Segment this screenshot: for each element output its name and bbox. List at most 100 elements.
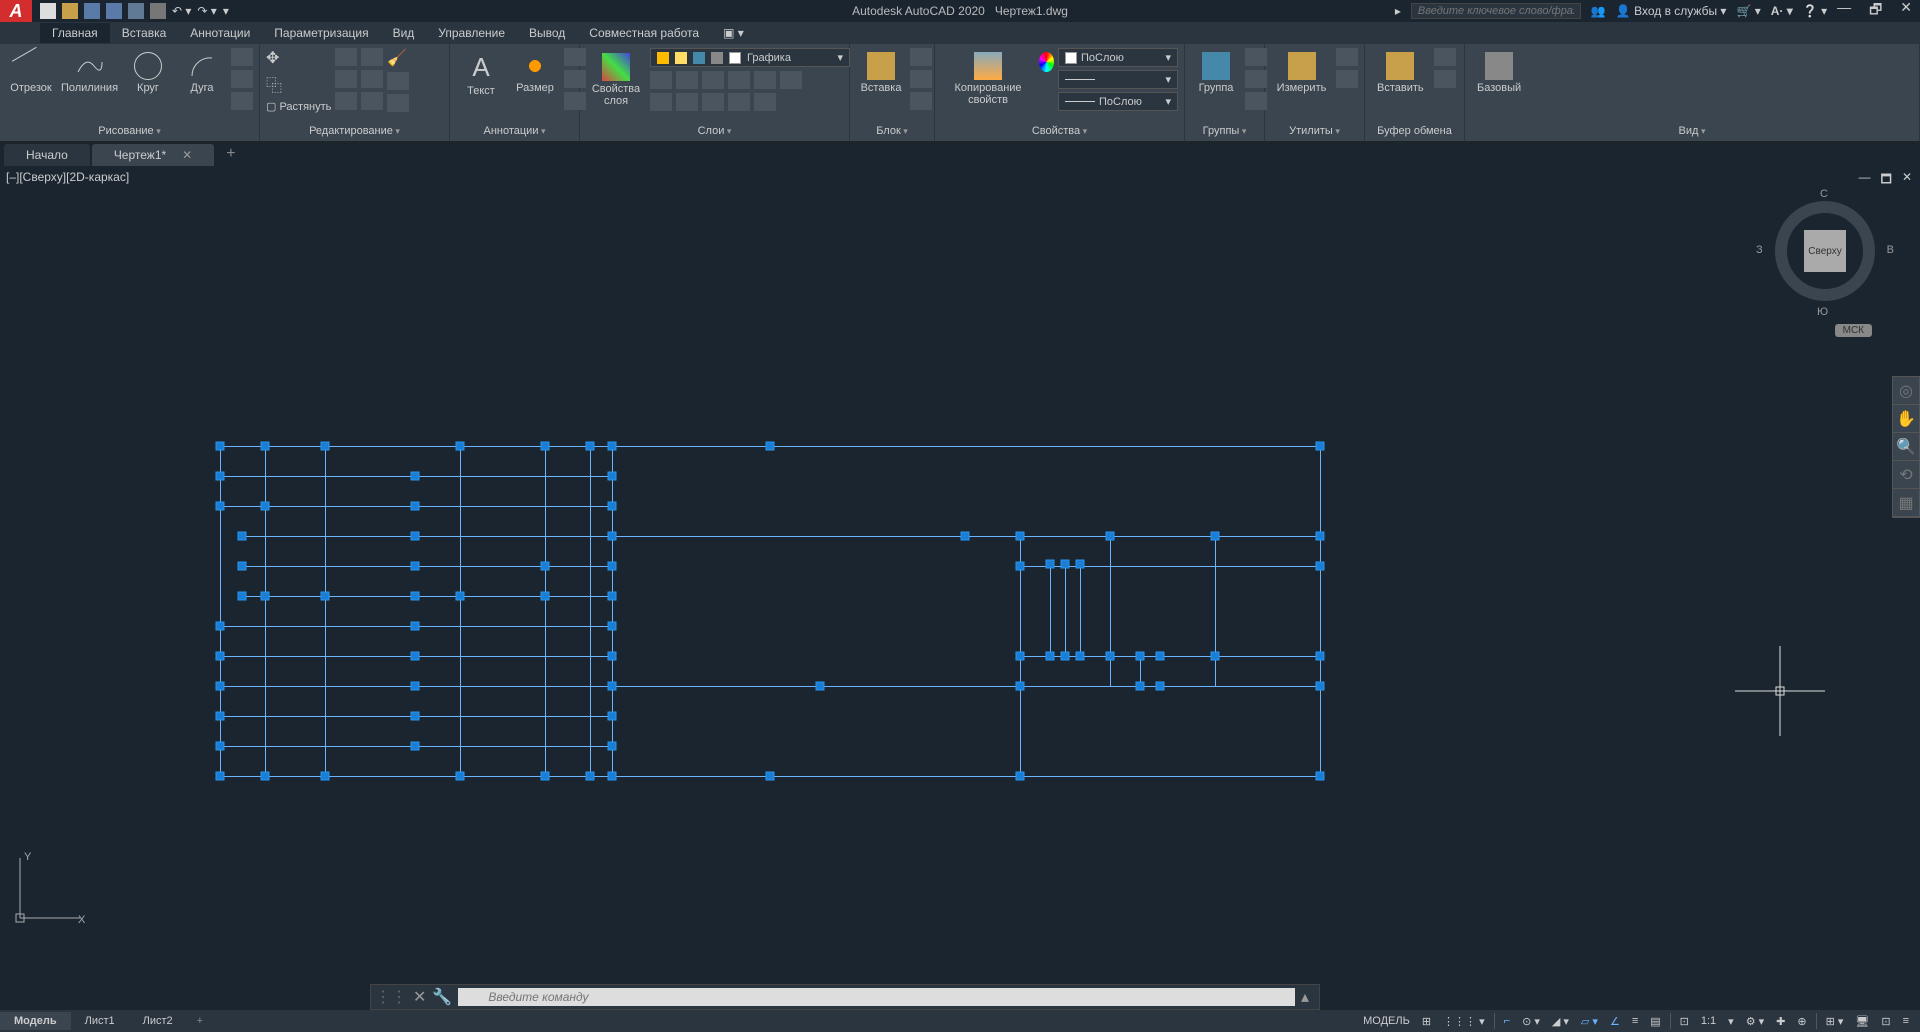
- util-tool-1[interactable]: [1336, 48, 1358, 66]
- status-transp-icon[interactable]: ▤: [1645, 1013, 1665, 1030]
- ellipse-icon[interactable]: [231, 92, 253, 110]
- scale-icon[interactable]: [335, 92, 357, 110]
- layer-tool-7[interactable]: [650, 93, 672, 111]
- move-icon[interactable]: ✥: [266, 48, 331, 68]
- color-combo[interactable]: ПоСлою▾: [1058, 48, 1178, 67]
- mirror-icon[interactable]: [335, 70, 357, 88]
- command-input[interactable]: [458, 988, 1295, 1006]
- new-icon[interactable]: [40, 3, 56, 19]
- status-model-button[interactable]: МОДЕЛЬ: [1358, 1013, 1415, 1029]
- panel-view-title[interactable]: Вид: [1469, 123, 1915, 139]
- copy-icon[interactable]: ⿻: [266, 72, 331, 96]
- erase-icon[interactable]: 🧹: [387, 48, 409, 68]
- status-lwt-icon[interactable]: ≡: [1627, 1013, 1643, 1029]
- arc-button[interactable]: Дуга: [177, 48, 227, 98]
- tab-manage[interactable]: Управление: [426, 23, 517, 43]
- tab-output[interactable]: Вывод: [517, 23, 577, 43]
- panel-annotation-title[interactable]: Аннотации: [454, 123, 575, 139]
- layer-tool-9[interactable]: [702, 93, 724, 111]
- layer-props-button[interactable]: Свойства слоя: [586, 49, 646, 111]
- layer-tool-10[interactable]: [728, 93, 750, 111]
- status-customize-icon[interactable]: ≡: [1898, 1013, 1914, 1029]
- file-tab-start[interactable]: Начало: [4, 144, 90, 166]
- status-otrack-icon[interactable]: ∠: [1605, 1013, 1625, 1030]
- layer-tool-3[interactable]: [702, 71, 724, 89]
- status-osnap-icon[interactable]: ▱ ▾: [1576, 1013, 1603, 1030]
- file-tab-close-icon[interactable]: ✕: [182, 148, 192, 162]
- block-tool-1[interactable]: [910, 48, 932, 66]
- status-cycling-icon[interactable]: ⊡: [1675, 1013, 1694, 1030]
- layer-combo[interactable]: Графика ▾: [650, 48, 850, 67]
- tab-collab[interactable]: Совместная работа: [577, 23, 711, 43]
- text-button[interactable]: AТекст: [456, 48, 506, 101]
- color-wheel-icon[interactable]: [1039, 52, 1054, 72]
- qat-dropdown-icon[interactable]: ▾: [223, 4, 229, 18]
- ucs-icon[interactable]: Y X: [10, 848, 90, 928]
- help-icon[interactable]: ❔ ▾: [1803, 4, 1827, 18]
- dimension-button[interactable]: Размер: [510, 48, 560, 98]
- group-button[interactable]: Группа: [1191, 48, 1241, 98]
- tab-insert[interactable]: Вставка: [110, 23, 179, 43]
- status-hw-icon[interactable]: 🖥: [1850, 1013, 1874, 1030]
- status-polar-icon[interactable]: ⊙ ▾: [1517, 1013, 1545, 1030]
- fillet-icon[interactable]: [361, 70, 383, 88]
- rotate-icon[interactable]: [335, 48, 357, 66]
- signin-button[interactable]: 👤 Вход в службы ▾: [1616, 4, 1727, 18]
- open-icon[interactable]: [62, 3, 78, 19]
- status-autoanno-icon[interactable]: ⊕: [1792, 1013, 1811, 1030]
- base-view-button[interactable]: Базовый: [1471, 48, 1527, 98]
- group-tool-1[interactable]: [1245, 48, 1267, 66]
- cmdline-history-icon[interactable]: ▴: [1295, 987, 1315, 1007]
- layer-tool-5[interactable]: [754, 71, 776, 89]
- web-icon[interactable]: [128, 3, 144, 19]
- layout-tab-sheet2[interactable]: Лист2: [129, 1012, 187, 1030]
- search-arrow-icon[interactable]: ▸: [1395, 4, 1401, 18]
- status-snap-icon[interactable]: ⋮⋮⋮ ▾: [1438, 1013, 1490, 1030]
- cmdline-grip-icon[interactable]: ⋮⋮: [375, 987, 407, 1007]
- status-ortho-icon[interactable]: ⌐: [1499, 1013, 1515, 1029]
- block-tool-3[interactable]: [910, 92, 932, 110]
- tab-featured[interactable]: ▣ ▾: [711, 23, 756, 43]
- status-scale[interactable]: 1:1: [1696, 1013, 1721, 1029]
- file-tab-add-button[interactable]: +: [216, 142, 245, 166]
- layer-tool-11[interactable]: [754, 93, 776, 111]
- panel-draw-title[interactable]: Рисование: [4, 123, 255, 139]
- status-anno-icon[interactable]: ✚: [1771, 1013, 1790, 1030]
- panel-layers-title[interactable]: Слои: [584, 123, 845, 139]
- util-tool-2[interactable]: [1336, 70, 1358, 88]
- insert-block-button[interactable]: Вставка: [856, 48, 906, 98]
- infocenter-icon[interactable]: 👥: [1591, 4, 1606, 18]
- hatch-icon[interactable]: [231, 70, 253, 88]
- app-logo[interactable]: A: [0, 0, 32, 22]
- layout-tab-sheet1[interactable]: Лист1: [71, 1012, 129, 1030]
- redo-icon[interactable]: ↷ ▾: [197, 4, 216, 18]
- close-icon[interactable]: ✕: [1900, 0, 1912, 23]
- layer-tool-8[interactable]: [676, 93, 698, 111]
- layer-tool-2[interactable]: [676, 71, 698, 89]
- a360-icon[interactable]: A· ▾: [1771, 4, 1793, 18]
- plot-icon[interactable]: [150, 3, 166, 19]
- line-button[interactable]: Отрезок: [6, 48, 56, 98]
- circle-button[interactable]: Круг: [123, 48, 173, 98]
- array-icon[interactable]: [361, 92, 383, 110]
- save-icon[interactable]: [84, 3, 100, 19]
- tab-view[interactable]: Вид: [381, 23, 427, 43]
- offset-icon[interactable]: [387, 94, 409, 112]
- panel-utilities-title[interactable]: Утилиты: [1269, 123, 1360, 139]
- tab-parametric[interactable]: Параметризация: [262, 23, 380, 43]
- maximize-icon[interactable]: 🗗: [1869, 0, 1882, 23]
- lineweight-combo[interactable]: ▾: [1058, 70, 1178, 89]
- panel-modify-title[interactable]: Редактирование: [264, 123, 445, 139]
- status-iso-icon[interactable]: ◢ ▾: [1547, 1013, 1574, 1030]
- block-tool-2[interactable]: [910, 70, 932, 88]
- layout-tab-model[interactable]: Модель: [0, 1012, 71, 1030]
- panel-groups-title[interactable]: Группы: [1189, 123, 1260, 139]
- layer-tool-6[interactable]: [780, 71, 802, 89]
- cmdline-customize-icon[interactable]: 🔧: [432, 987, 452, 1007]
- minimize-icon[interactable]: —: [1837, 0, 1851, 23]
- copy-clip-icon[interactable]: [1434, 70, 1456, 88]
- canvas[interactable]: [–][Сверху][2D-каркас] — 🗖 ✕ Сверху С Ю …: [0, 166, 1920, 968]
- measure-button[interactable]: Измерить: [1271, 48, 1332, 98]
- undo-icon[interactable]: ↶ ▾: [172, 4, 191, 18]
- status-clean-icon[interactable]: ⊡: [1876, 1013, 1895, 1030]
